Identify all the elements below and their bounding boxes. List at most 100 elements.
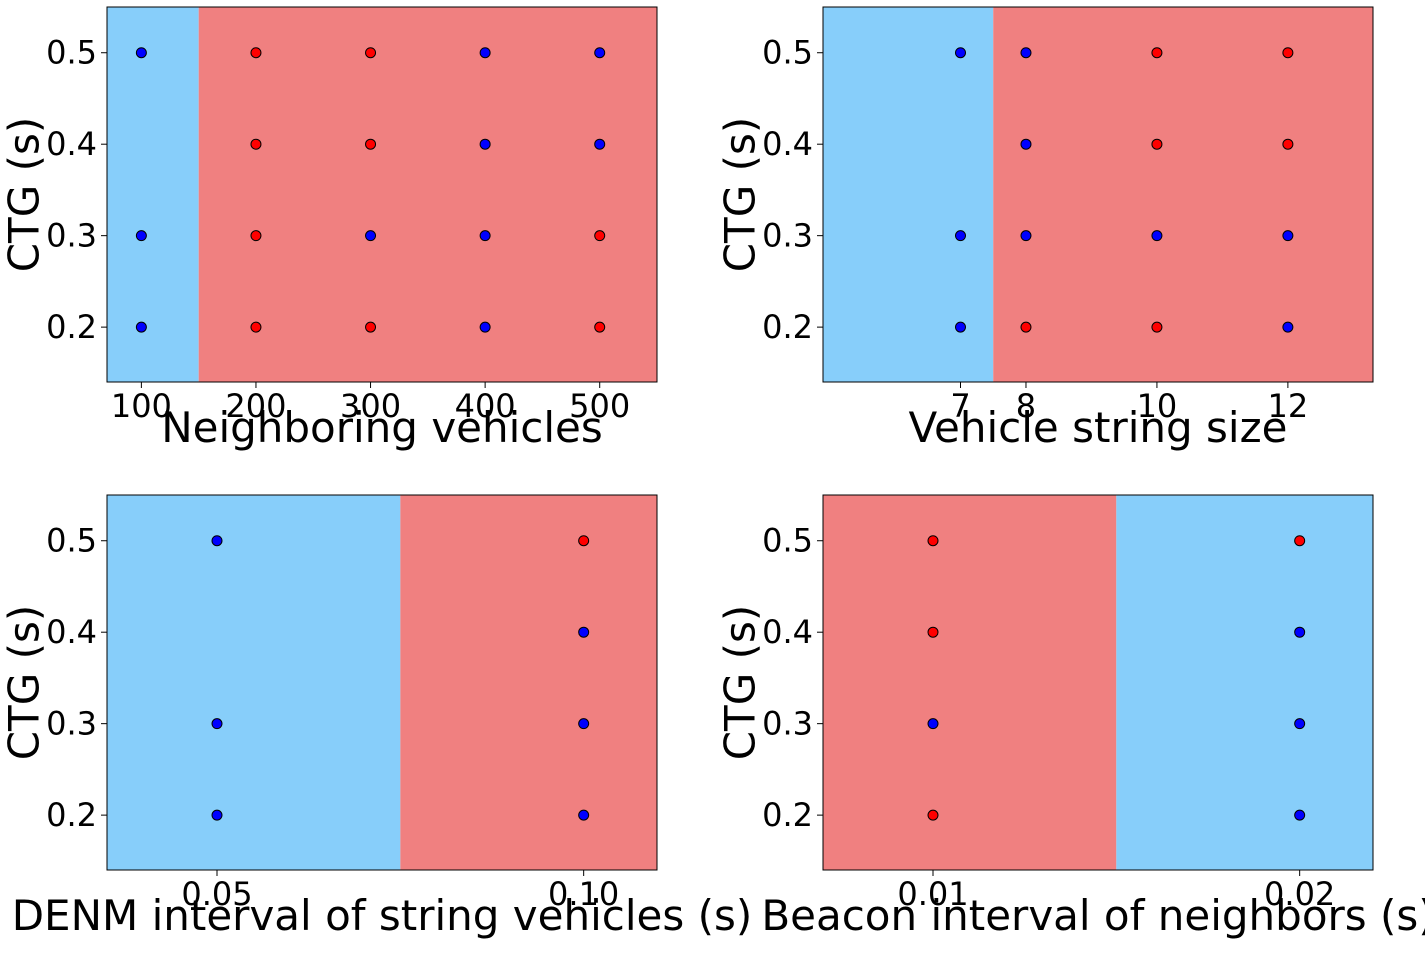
data-point-blue bbox=[1294, 718, 1306, 730]
data-point-red bbox=[250, 230, 262, 242]
x-axis-label: DENM interval of string vehicles (s) bbox=[12, 891, 753, 940]
data-point-blue bbox=[211, 718, 223, 730]
data-point-blue bbox=[211, 535, 223, 547]
x-tick-label: 0.10 bbox=[548, 875, 619, 913]
data-point-red bbox=[365, 321, 377, 333]
subplot-2: 7 8 10 12 0.2 0.3 0.4 0.5 Vehicle string size CTG… bbox=[716, 6, 1374, 452]
data-point-blue bbox=[135, 321, 147, 333]
data-point-blue bbox=[594, 138, 606, 150]
y-axis-label: CTG (s) bbox=[0, 117, 49, 273]
x-axis-label: Vehicle string size bbox=[909, 403, 1288, 452]
data-point-red bbox=[1282, 47, 1294, 59]
y-tick-label: 0.5 bbox=[762, 34, 813, 72]
data-point-blue bbox=[578, 718, 590, 730]
axes-frame bbox=[106, 494, 658, 871]
data-point-blue bbox=[1294, 626, 1306, 638]
data-point-blue bbox=[211, 809, 223, 821]
y-tick-label: 0.2 bbox=[762, 796, 813, 834]
data-point-red bbox=[594, 321, 606, 333]
data-point-red bbox=[1294, 535, 1306, 547]
decision-region-blue bbox=[1116, 495, 1373, 870]
data-point-blue bbox=[1020, 47, 1032, 59]
data-point-red bbox=[594, 230, 606, 242]
x-axis-label: Neighboring vehicles bbox=[161, 403, 603, 452]
y-tick-label: 0.3 bbox=[762, 705, 813, 743]
x-tick-label: 10 bbox=[1137, 387, 1178, 425]
y-tick-label: 0.4 bbox=[46, 613, 97, 651]
data-point-red bbox=[365, 47, 377, 59]
y-tick-label: 0.4 bbox=[762, 613, 813, 651]
subplot-3: 0.05 0.10 0.2 0.3 0.4 0.5 DENM interval of str… bbox=[0, 494, 753, 940]
x-tick-label: 0.02 bbox=[1264, 875, 1335, 913]
x-tick-label: 400 bbox=[455, 387, 516, 425]
data-point-blue bbox=[479, 321, 491, 333]
x-tick-label: 8 bbox=[1016, 387, 1036, 425]
data-point-red bbox=[250, 138, 262, 150]
data-point-blue bbox=[479, 138, 491, 150]
y-axis-label: CTG (s) bbox=[716, 605, 765, 761]
y-tick-label: 0.3 bbox=[762, 217, 813, 255]
decision-region-blue bbox=[107, 495, 401, 870]
data-point-blue bbox=[955, 47, 966, 59]
data-point-blue bbox=[1282, 230, 1294, 242]
x-tick-label: 0.01 bbox=[897, 875, 968, 913]
y-tick-label: 0.2 bbox=[762, 308, 813, 346]
y-tick-label: 0.2 bbox=[46, 308, 97, 346]
y-tick-label: 0.5 bbox=[46, 522, 97, 560]
y-tick-label: 0.5 bbox=[46, 34, 97, 72]
data-point-red bbox=[927, 809, 939, 821]
data-point-blue bbox=[578, 809, 590, 821]
y-tick-label: 0.5 bbox=[762, 522, 813, 560]
data-point-blue bbox=[955, 230, 966, 242]
x-tick-label: 300 bbox=[340, 387, 401, 425]
subplot-4: 0.01 0.02 0.2 0.3 0.4 0.5 Beacon interval of n… bbox=[716, 494, 1425, 940]
data-point-blue bbox=[578, 626, 590, 638]
data-point-blue bbox=[927, 718, 939, 730]
data-point-red bbox=[1151, 47, 1163, 59]
data-point-blue bbox=[135, 230, 147, 242]
decision-region-red bbox=[400, 495, 657, 870]
x-tick-label: 7 bbox=[950, 387, 970, 425]
data-point-blue bbox=[365, 230, 377, 242]
data-point-blue bbox=[594, 47, 606, 59]
data-point-blue bbox=[1151, 230, 1163, 242]
x-axis-label: Beacon interval of neighbors (s) bbox=[761, 891, 1425, 940]
x-tick-label: 100 bbox=[111, 387, 172, 425]
data-point-red bbox=[578, 535, 590, 547]
axes-frame bbox=[106, 6, 658, 383]
data-point-blue bbox=[135, 47, 147, 59]
data-point-red bbox=[1020, 321, 1032, 333]
data-point-blue bbox=[955, 321, 966, 333]
data-point-blue bbox=[1294, 809, 1306, 821]
data-point-blue bbox=[479, 230, 491, 242]
decision-region-red bbox=[198, 7, 657, 382]
data-point-red bbox=[1282, 138, 1294, 150]
x-tick-label: 500 bbox=[569, 387, 630, 425]
decision-region-blue bbox=[823, 7, 994, 382]
axes-frame bbox=[822, 494, 1374, 871]
data-point-blue bbox=[1020, 138, 1032, 150]
data-point-red bbox=[250, 47, 262, 59]
y-tick-label: 0.3 bbox=[46, 705, 97, 743]
y-axis-label: CTG (s) bbox=[0, 605, 49, 761]
y-axis-label: CTG (s) bbox=[716, 117, 765, 273]
data-point-red bbox=[927, 535, 939, 547]
decision-region-red bbox=[823, 495, 1117, 870]
data-point-blue bbox=[479, 47, 491, 59]
subplot-1: 100 200 300 400 500 0.2 0.3 0.4 0.5 Neighboring v… bbox=[0, 6, 658, 452]
y-tick-label: 0.3 bbox=[46, 217, 97, 255]
data-point-red bbox=[250, 321, 262, 333]
x-tick-label: 200 bbox=[225, 387, 286, 425]
data-point-blue bbox=[1282, 321, 1294, 333]
axes-frame bbox=[822, 6, 1374, 383]
data-point-blue bbox=[1020, 230, 1032, 242]
decision-region-blue bbox=[107, 7, 199, 382]
data-point-red bbox=[927, 626, 939, 638]
y-tick-label: 0.4 bbox=[46, 125, 97, 163]
data-point-red bbox=[1151, 138, 1163, 150]
data-point-red bbox=[1151, 321, 1163, 333]
decision-region-red bbox=[993, 7, 1373, 382]
x-tick-label: 0.05 bbox=[181, 875, 252, 913]
x-tick-label: 12 bbox=[1268, 387, 1309, 425]
